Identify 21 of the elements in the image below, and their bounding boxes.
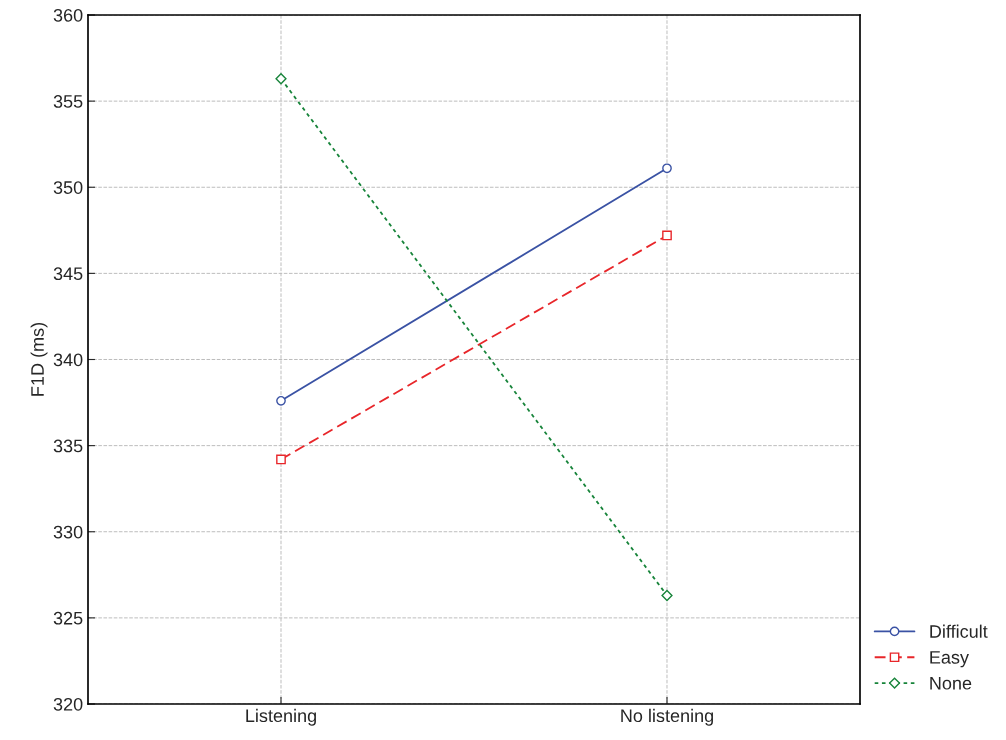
legend-label: Easy [930,651,969,668]
y-tick-label: 320 [53,697,83,711]
y-tick-label: 355 [53,95,83,108]
y-tick-label: 340 [53,353,83,367]
y-tick-label: 360 [53,8,83,22]
y-tick-label: 325 [53,611,83,625]
x-tick-label: No listening [621,708,714,726]
x-tick-label: Listening [246,708,316,726]
legend-label: None [930,677,972,690]
y-tick-label: 335 [53,439,83,453]
y-tick-label: 350 [53,181,83,194]
point [662,163,672,174]
point [275,73,287,85]
legend-label: Difficult [930,624,988,638]
y-tick-label: 345 [53,267,83,281]
point [276,454,286,465]
point [276,395,286,406]
point [662,230,672,241]
y-axis-title: F1D (ms) [30,323,48,396]
point [661,589,673,602]
y-tick-label: 330 [53,525,83,539]
